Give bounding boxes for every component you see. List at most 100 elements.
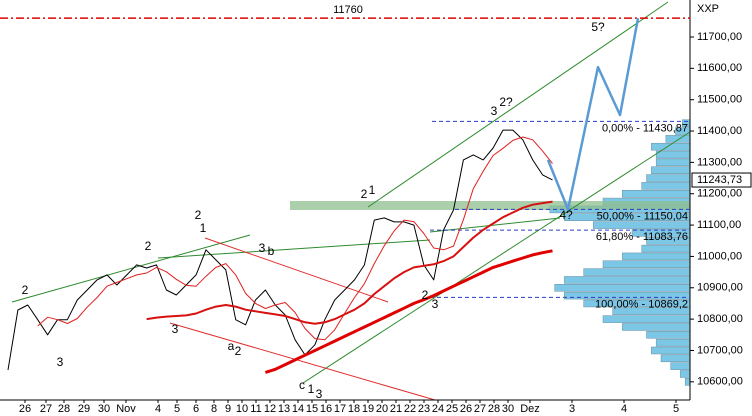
level-label: 50,00% - 11150,04 — [597, 210, 688, 222]
profile-bar — [684, 378, 691, 386]
x-tick-label: 30 — [98, 403, 110, 415]
profile-bar — [554, 284, 691, 292]
price-line — [146, 200, 553, 325]
wave-label: 5? — [591, 20, 605, 34]
wave-label: 3 — [57, 355, 64, 369]
x-tick-label: Dez — [520, 403, 540, 415]
wave-label: 3 — [172, 322, 179, 336]
last-price-label: 11243,73 — [697, 174, 742, 186]
wave-label: 1 — [369, 183, 376, 197]
level-label: 11760 — [333, 4, 363, 16]
wave-label: 2 — [422, 288, 429, 302]
x-tick-label: 23 — [418, 403, 430, 415]
x-tick-label: 21 — [390, 403, 402, 415]
profile-bar — [646, 331, 691, 339]
x-tick-label: 16 — [320, 403, 332, 415]
trendline — [11, 234, 251, 303]
y-tick-label: 10600,00 — [697, 376, 743, 388]
trendline — [367, 1, 669, 208]
profile-bar — [622, 252, 691, 261]
x-tick-label: 26 — [460, 403, 472, 415]
x-tick-label: 14 — [292, 403, 304, 415]
y-tick-label: 10900,00 — [697, 282, 743, 294]
x-tick-label: 4 — [155, 403, 161, 415]
y-tick-label: 10800,00 — [697, 313, 743, 325]
x-tick-label: 24 — [432, 403, 444, 415]
x-tick-label: 5 — [673, 403, 679, 415]
profile-bar — [622, 189, 691, 198]
y-tick-label: 11100,00 — [697, 219, 741, 231]
wave-label: 3 — [491, 104, 498, 118]
level-label: 0,00% - 11430,87 — [602, 122, 688, 134]
x-tick-label: 28 — [488, 403, 500, 415]
channel-line — [169, 322, 436, 401]
wave-label: a — [228, 339, 235, 353]
price-line — [264, 249, 553, 374]
channel-lines — [169, 237, 436, 401]
x-tick-label: Nov — [116, 403, 136, 415]
profile-bar — [660, 354, 691, 363]
y-tick-label: 11000,00 — [697, 250, 742, 262]
x-tick-label: 15 — [306, 403, 318, 415]
wave-label: 1 — [308, 382, 315, 396]
channel-line — [204, 237, 389, 303]
x-tick-label: 30 — [502, 403, 514, 415]
wave-label: c — [299, 378, 305, 392]
x-tick-label: 26 — [19, 403, 31, 415]
y-tick-label: 11300,00 — [697, 156, 742, 168]
profile-bar — [602, 315, 691, 323]
x-tick-label: 3 — [569, 403, 575, 415]
projection-line — [546, 17, 640, 211]
last-price-box — [691, 172, 752, 188]
profile-bar — [680, 370, 691, 378]
profile-bar — [655, 338, 691, 347]
wave-label: 1 — [200, 221, 207, 235]
profile-bar — [583, 268, 691, 276]
profile-bar — [651, 346, 691, 355]
profile-bar — [622, 323, 691, 331]
profile-bar — [602, 260, 691, 269]
wave-label: 3 — [316, 387, 323, 401]
price-line — [37, 136, 553, 341]
x-tick-label: 4 — [621, 403, 627, 415]
wave-label: 2 — [195, 208, 202, 222]
profile-bar — [593, 221, 691, 229]
trendlines — [11, 1, 691, 384]
profile-bar — [651, 166, 691, 174]
x-tick-label: 20 — [376, 403, 388, 415]
x-tick-label: 25 — [446, 403, 458, 415]
wave-label: 4? — [559, 208, 573, 222]
x-tick-label: 18 — [348, 403, 360, 415]
price-line — [7, 129, 553, 370]
wave-label: 3 — [432, 297, 439, 311]
wave-label: b — [268, 244, 275, 258]
profile-bar — [665, 135, 691, 143]
y-tick-label: 11200,00 — [697, 188, 742, 200]
trendline — [302, 131, 691, 384]
x-tick-label: 13 — [278, 403, 290, 415]
x-tick-label: 9 — [225, 403, 231, 415]
y-tick-label: 11600,00 — [697, 62, 742, 74]
symbol: XXP — [697, 3, 719, 15]
x-tick-label: 10 — [236, 403, 248, 415]
profile-bar — [670, 362, 691, 370]
level-label: 100,00% - 10869,2 — [595, 298, 688, 310]
x-tick-label: 12 — [264, 403, 276, 415]
profile-bar — [646, 174, 691, 182]
x-tick-label: 6 — [193, 403, 199, 415]
profile-bar — [564, 276, 691, 284]
wave-label: 2 — [361, 187, 368, 201]
wave-label: 2? — [499, 95, 513, 109]
x-tick-label: 19 — [362, 403, 374, 415]
x-tick-label: 17 — [334, 403, 346, 415]
wave-label: 2 — [235, 344, 242, 358]
y-tick-label: 11700,00 — [697, 31, 742, 43]
level-label: 61,80% - 11083,76 — [596, 231, 688, 243]
wave-label: 2 — [145, 239, 152, 253]
profile-bar — [655, 158, 691, 167]
x-tick-label: 8 — [211, 403, 217, 415]
trendline — [157, 239, 431, 259]
profile-bar — [641, 244, 691, 253]
x-tick-label: 22 — [404, 403, 416, 415]
